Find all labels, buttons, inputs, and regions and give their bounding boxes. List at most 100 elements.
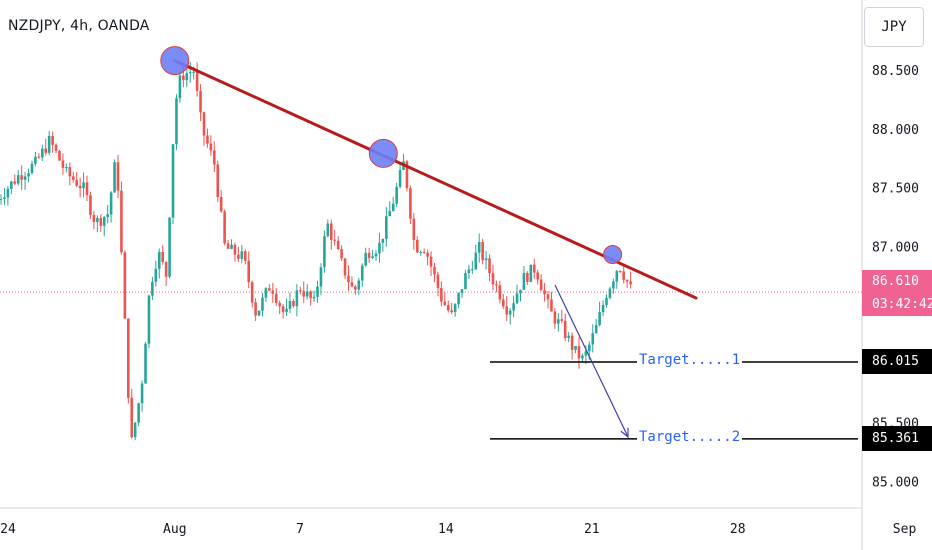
candle-body (233, 244, 237, 255)
candle-body (436, 274, 440, 288)
candle-body (560, 319, 564, 321)
candle-body (323, 236, 326, 268)
y-tick-label: 87.500 (872, 182, 919, 197)
candle-body (3, 197, 6, 199)
candle-body (433, 266, 436, 275)
candle-body (216, 164, 220, 198)
candle-body (364, 252, 367, 266)
candle-body (336, 240, 340, 250)
candle-body (247, 260, 251, 283)
candle-body (429, 256, 433, 267)
x-tick-label: 7 (296, 522, 304, 537)
candle-body (453, 304, 457, 313)
candle-body (587, 344, 591, 352)
candle-body (598, 312, 601, 326)
currency-button[interactable]: JPY (864, 7, 924, 47)
candle-body (171, 144, 175, 218)
candle-body (230, 244, 233, 249)
candle-body (581, 355, 584, 359)
candle-body (464, 273, 467, 290)
candle-body (0, 198, 3, 200)
candle-body (271, 290, 275, 294)
candle-body (343, 258, 347, 276)
candle-body (329, 223, 333, 240)
candle-body (206, 135, 209, 144)
candle-body (254, 302, 257, 316)
candle-body (319, 267, 323, 287)
candle-body (405, 161, 409, 189)
candle-body (539, 279, 543, 291)
candle-body (622, 271, 626, 280)
candle-body (347, 275, 350, 283)
x-tick-label: 21 (584, 522, 600, 537)
candle-body (601, 304, 605, 313)
candle-body (116, 162, 120, 191)
candle-body (474, 252, 478, 270)
candle-body (505, 306, 509, 315)
candle-body (629, 281, 632, 285)
candle-body (553, 311, 557, 324)
candle-body (488, 258, 491, 274)
candle-body (61, 160, 65, 168)
candle-body (82, 182, 85, 189)
candle-body (261, 297, 264, 311)
symbol-title[interactable]: NZDJPY, 4h, OANDA (8, 18, 150, 34)
candle-body (44, 148, 48, 153)
trendline-touch-marker (368, 138, 398, 168)
candle-body (16, 175, 20, 184)
candle-body (288, 301, 292, 309)
candle-body (151, 281, 154, 296)
candle-body (612, 281, 615, 289)
candle-body (106, 214, 109, 218)
candle-body (501, 299, 505, 307)
candle-body (257, 310, 261, 316)
candle-body (264, 288, 268, 298)
candle-body (605, 297, 608, 305)
current-price-tag: 86.610 03:42:42 (862, 270, 932, 316)
candle-body (199, 90, 202, 113)
candle-body (316, 286, 319, 297)
candle-body (495, 284, 498, 286)
target-1-price-tag: 86.015 (862, 349, 932, 375)
candle-body (157, 251, 161, 269)
candle-body (65, 166, 68, 168)
candle-body (515, 293, 519, 304)
candle-body (309, 291, 312, 299)
x-tick-label: 14 (438, 522, 454, 537)
candle-body (133, 422, 137, 438)
candle-body (446, 304, 450, 311)
candle-body (357, 280, 361, 290)
candle-body (185, 73, 189, 81)
candle-body (85, 182, 89, 196)
candle-body (422, 251, 426, 253)
candle-body (371, 256, 374, 258)
candle-body (37, 156, 41, 158)
trendline-touch-marker (603, 244, 623, 264)
candle-body (522, 273, 526, 290)
candle-body (13, 181, 17, 184)
y-tick-label: 88.500 (872, 64, 919, 79)
trendline-touch-marker (160, 46, 190, 76)
candle-body (213, 150, 216, 165)
candle-body (529, 264, 533, 282)
x-tick-label: 24 (0, 522, 16, 537)
candle-body (182, 75, 185, 81)
candle-body (285, 308, 288, 312)
candle-body (154, 268, 158, 282)
candle-body (450, 310, 453, 313)
candle-body (532, 264, 536, 273)
candle-body (577, 346, 581, 359)
candle-body (102, 217, 106, 226)
x-tick-label: 28 (730, 522, 746, 537)
candle-body (34, 156, 37, 164)
candle-body (192, 71, 195, 73)
candle-body (274, 293, 278, 303)
candle-body (243, 251, 247, 261)
candle-body (491, 273, 495, 285)
candle-body (543, 290, 546, 295)
candle-body (175, 98, 178, 145)
candle-body (378, 242, 381, 254)
candle-body (481, 242, 484, 261)
